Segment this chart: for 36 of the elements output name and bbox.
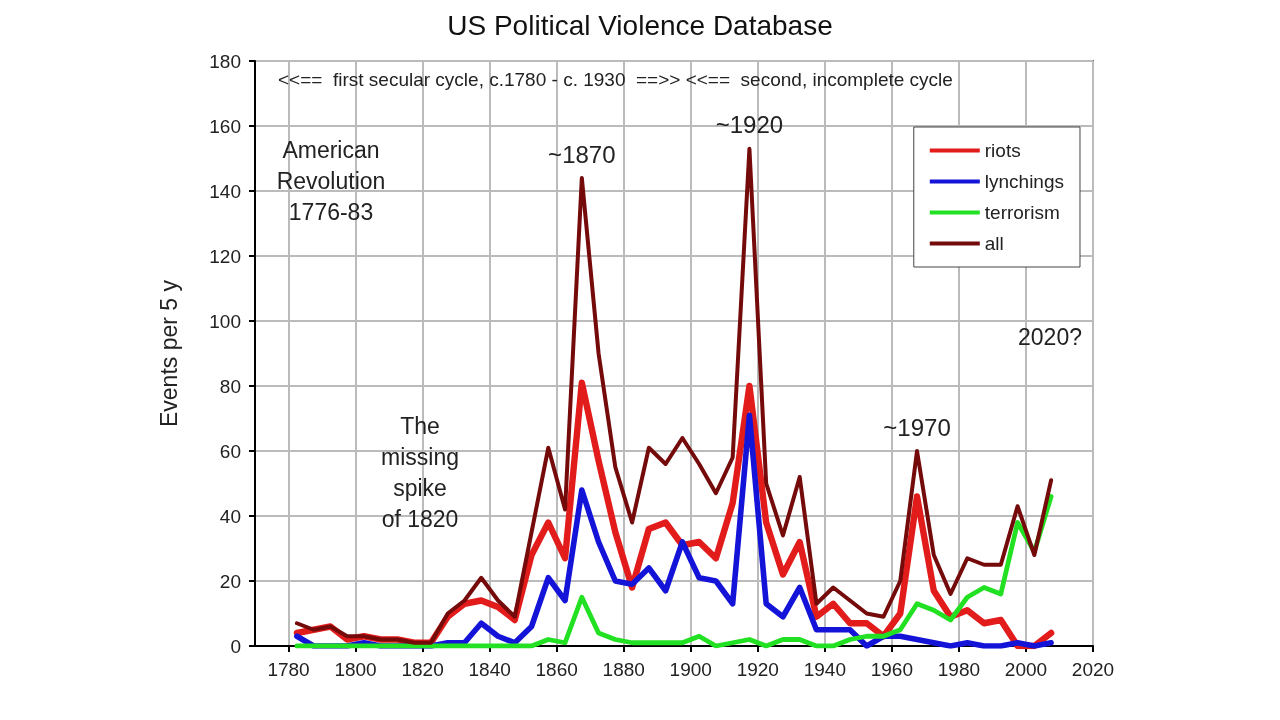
annotation: <<== first secular cycle, c.1780 - c. 1930 ==>> <<== second, incomplete cycle <box>278 69 953 90</box>
x-tick-label: 1820 <box>401 659 444 680</box>
legend-label: all <box>984 233 1004 254</box>
annotation: 2020? <box>1018 323 1082 350</box>
x-tick-label: 1920 <box>736 659 779 680</box>
y-tick-label: 140 <box>209 180 241 202</box>
y-tick-label: 100 <box>209 310 241 332</box>
legend-label: riots <box>984 140 1021 161</box>
annotation: American Revolution 1776-83 <box>276 136 386 225</box>
x-tick-label: 2000 <box>1004 659 1048 680</box>
x-tick-label: 1780 <box>267 659 310 680</box>
y-tick-label: 40 <box>219 505 241 527</box>
annotation: ~1920 <box>715 111 784 139</box>
y-tick-label: 120 <box>209 245 241 267</box>
x-tick-label: 1800 <box>334 659 377 680</box>
annotation: ~1870 <box>548 140 616 168</box>
legend-label: lynchings <box>984 171 1065 192</box>
y-tick-label: 0 <box>230 635 241 657</box>
y-tick-label: 180 <box>209 50 241 72</box>
legend-label: terrorism <box>984 202 1060 223</box>
y-tick-label: 20 <box>219 570 241 592</box>
x-tick-label: 1940 <box>803 659 846 680</box>
y-tick-label: 160 <box>209 115 241 137</box>
x-tick-label: 1880 <box>602 659 645 680</box>
x-tick-label: 1900 <box>669 659 712 680</box>
x-tick-label: 1980 <box>937 659 981 680</box>
annotation: The missing spike of 1820 <box>381 412 459 532</box>
y-tick-label: 80 <box>219 375 241 397</box>
y-tick-label: 60 <box>219 440 241 462</box>
y-axis-title: Events per 5 y <box>155 279 182 428</box>
annotation: ~1970 <box>883 413 951 441</box>
chart-title: US Political Violence Database <box>447 9 833 41</box>
x-tick-label: 1860 <box>535 659 578 680</box>
x-tick-label: 2020 <box>1071 659 1115 680</box>
x-tick-label: 1960 <box>870 659 914 680</box>
x-tick-label: 1840 <box>468 659 511 680</box>
